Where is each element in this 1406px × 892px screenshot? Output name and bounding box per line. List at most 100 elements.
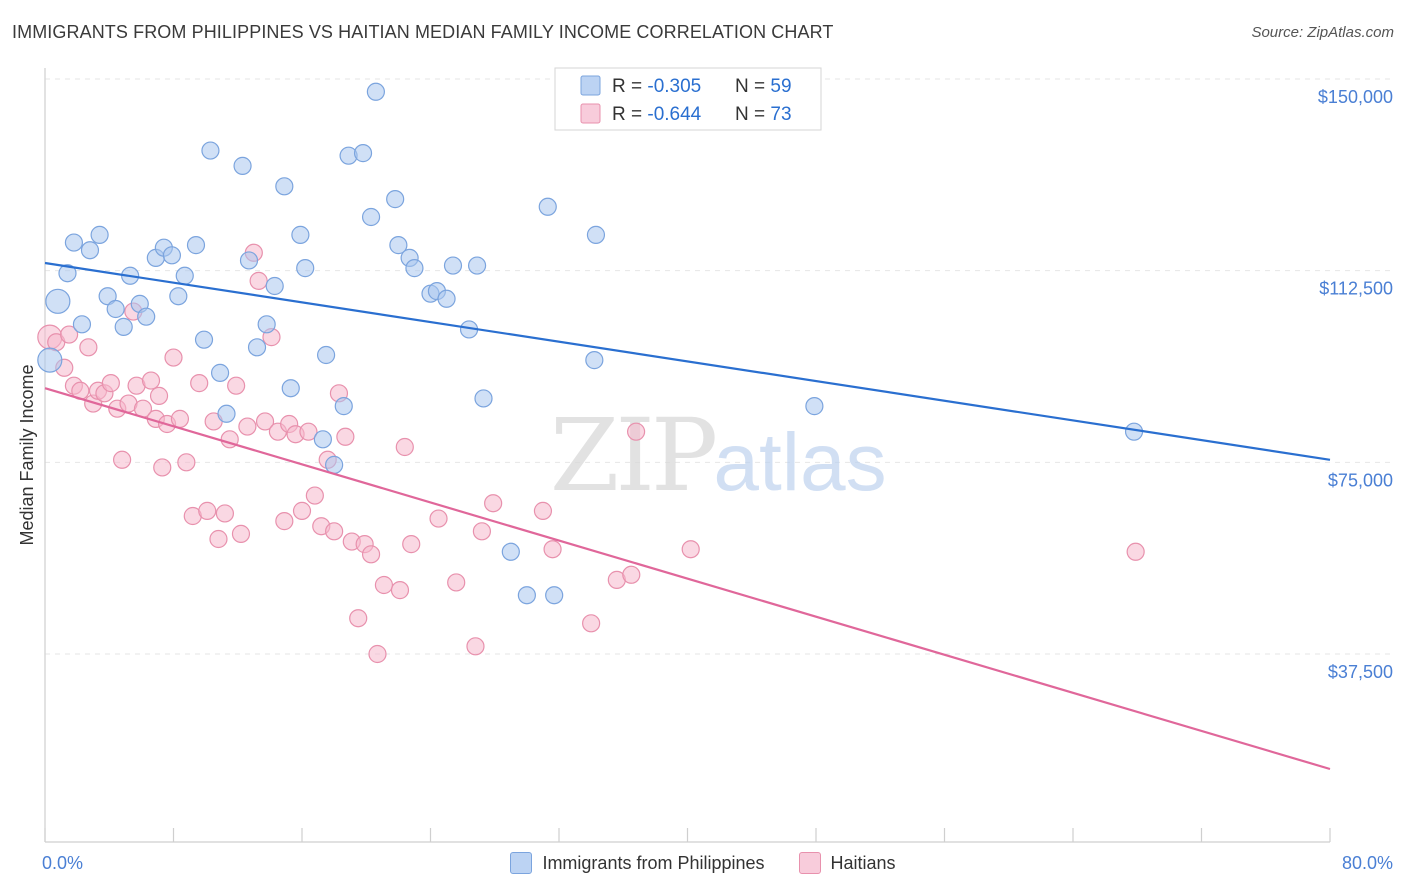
data-point-haitians: [681, 540, 700, 559]
data-point-philippines: [80, 241, 100, 260]
data-point-philippines: [194, 330, 214, 349]
data-point-haitians: [325, 522, 344, 541]
data-point-haitians: [190, 374, 209, 393]
data-point-philippines: [443, 256, 463, 275]
data-point-philippines: [137, 307, 156, 326]
grid-lines: [45, 78, 1390, 655]
data-point-philippines: [175, 266, 194, 285]
y-tick-label: $37,500: [1328, 662, 1393, 682]
data-point-haitians: [238, 417, 257, 436]
data-point-philippines: [386, 190, 405, 209]
data-point-haitians: [429, 509, 448, 528]
source-label: Source: ZipAtlas.com: [1251, 24, 1394, 41]
data-point-haitians: [626, 422, 646, 441]
legend-r-value: -0.644: [647, 104, 701, 125]
data-point-philippines: [257, 315, 276, 334]
legend-swatch-haitians: [580, 103, 601, 124]
data-point-philippines: [72, 315, 92, 334]
data-point-philippines: [437, 289, 456, 308]
legend-n-value: 59: [770, 76, 791, 97]
data-point-philippines: [58, 264, 77, 283]
legend-r-label: R =: [612, 76, 647, 97]
data-point-haitians: [209, 529, 228, 549]
y-tick-label: $150,000: [1318, 87, 1393, 107]
data-point-philippines: [247, 338, 267, 357]
watermark: ZIP atlas: [550, 397, 887, 514]
data-point-haitians: [170, 409, 190, 428]
data-point-philippines: [405, 259, 424, 278]
data-point-haitians: [198, 501, 217, 520]
x-tick-label: 80.0%: [1342, 853, 1393, 873]
data-point-philippines: [275, 177, 294, 196]
data-point-haitians: [543, 540, 562, 559]
data-point-haitians: [374, 575, 394, 595]
data-point-haitians: [472, 522, 491, 541]
data-point-philippines: [64, 233, 84, 252]
x-tick-label: 0.0%: [42, 853, 83, 873]
data-point-haitians: [402, 535, 421, 554]
legend-top: R = -0.305 N = 59 R = -0.644 N = 73: [554, 67, 822, 131]
data-point-philippines: [233, 156, 252, 175]
data-point-philippines: [45, 288, 71, 314]
trend-line-haitians: [44, 387, 1331, 771]
data-point-philippines: [217, 404, 236, 423]
data-point-haitians: [292, 501, 312, 520]
axes: [44, 68, 1331, 843]
data-point-haitians: [149, 386, 169, 405]
legend-label-philippines: Immigrants from Philippines: [542, 852, 765, 873]
data-point-philippines: [90, 225, 109, 244]
data-point-philippines: [265, 276, 284, 296]
data-points: [37, 82, 1145, 664]
data-point-philippines: [296, 259, 315, 278]
svg-text:R = -0.644: R = -0.644: [612, 104, 702, 125]
data-point-philippines: [586, 225, 606, 244]
data-point-philippines: [501, 542, 520, 561]
data-point-haitians: [153, 458, 172, 477]
legend-r-value: -0.305: [647, 76, 701, 97]
data-point-haitians: [582, 614, 601, 633]
legend-r-label: R =: [612, 104, 647, 125]
data-point-philippines: [585, 351, 604, 370]
watermark-zip: ZIP: [550, 397, 715, 514]
data-point-philippines: [114, 317, 133, 336]
data-point-haitians: [305, 486, 324, 505]
data-point-philippines: [545, 586, 564, 605]
svg-text:N = 73: N = 73: [735, 104, 792, 125]
data-point-haitians: [349, 609, 368, 628]
data-point-haitians: [390, 581, 410, 600]
data-point-haitians: [395, 437, 414, 457]
data-point-haitians: [249, 271, 268, 290]
data-point-haitians: [79, 338, 98, 357]
trend-line-philippines: [44, 261, 1331, 461]
legend-swatch-philippines: [510, 852, 533, 874]
data-point-haitians: [59, 325, 79, 344]
data-point-haitians: [484, 494, 503, 513]
data-point-philippines: [353, 144, 373, 163]
data-point-philippines: [361, 207, 381, 227]
data-point-haitians: [1126, 542, 1145, 561]
data-point-philippines: [201, 141, 220, 160]
data-point-philippines: [325, 455, 344, 474]
data-point-philippines: [169, 287, 188, 306]
tick-labels: $37,500 $75,000 $112,500 $150,000 0.0% 80.0%: [42, 87, 1393, 873]
data-point-philippines: [389, 236, 408, 255]
data-point-haitians: [215, 504, 234, 523]
legend-n-label: N =: [735, 104, 770, 125]
data-point-philippines: [106, 299, 125, 319]
data-point-haitians: [164, 348, 183, 367]
data-point-philippines: [186, 236, 206, 255]
data-point-haitians: [101, 374, 120, 393]
legend-swatch-haitians: [798, 852, 821, 874]
data-point-haitians: [275, 512, 294, 531]
data-point-haitians: [368, 644, 387, 664]
data-point-haitians: [299, 422, 318, 441]
data-point-philippines: [281, 379, 300, 398]
data-point-haitians: [447, 573, 466, 592]
data-point-haitians: [533, 501, 553, 520]
data-point-philippines: [210, 363, 230, 382]
data-point-philippines: [162, 246, 181, 265]
data-point-philippines: [239, 251, 259, 270]
legend-item-philippines: Immigrants from Philippines: [510, 852, 765, 874]
y-tick-label: $112,500: [1319, 279, 1393, 299]
data-point-haitians: [255, 412, 275, 431]
